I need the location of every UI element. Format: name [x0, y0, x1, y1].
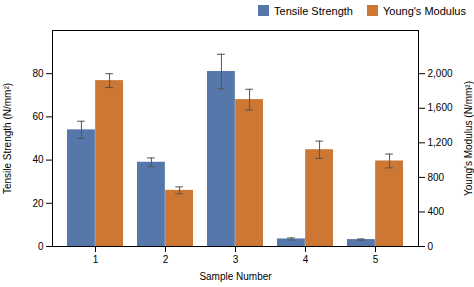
svg-text:Young's Modulus (N/mm²): Young's Modulus (N/mm²): [463, 81, 474, 196]
svg-text:0: 0: [428, 241, 434, 252]
svg-text:80: 80: [32, 68, 44, 79]
svg-text:2: 2: [163, 254, 169, 265]
svg-text:2,000: 2,000: [428, 68, 453, 79]
svg-text:800: 800: [428, 172, 445, 183]
svg-text:Sample Number: Sample Number: [199, 271, 272, 282]
svg-text:20: 20: [32, 198, 44, 209]
svg-text:60: 60: [32, 111, 44, 122]
svg-text:1: 1: [93, 254, 99, 265]
svg-text:Tensile Strength (N/mm²): Tensile Strength (N/mm²): [2, 83, 13, 194]
svg-text:5: 5: [373, 254, 379, 265]
svg-text:4: 4: [303, 254, 309, 265]
svg-text:0: 0: [38, 241, 44, 252]
svg-text:1,600: 1,600: [428, 102, 453, 113]
svg-text:40: 40: [32, 154, 44, 165]
svg-text:400: 400: [428, 206, 445, 217]
html-text:Young's Modulus: Young's Modulus: [383, 5, 466, 17]
svg-text:1,200: 1,200: [428, 137, 453, 148]
svg-text:3: 3: [233, 254, 239, 265]
html-text:Tensile Strength: Tensile Strength: [274, 5, 353, 17]
